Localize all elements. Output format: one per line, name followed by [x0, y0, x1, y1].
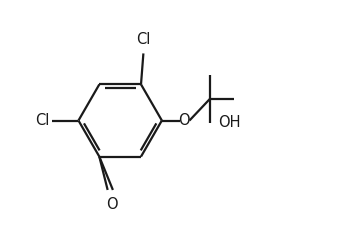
- Text: OH: OH: [218, 115, 241, 130]
- Text: O: O: [178, 113, 190, 128]
- Text: Cl: Cl: [35, 113, 49, 128]
- Text: Cl: Cl: [136, 33, 150, 47]
- Text: O: O: [106, 197, 117, 212]
